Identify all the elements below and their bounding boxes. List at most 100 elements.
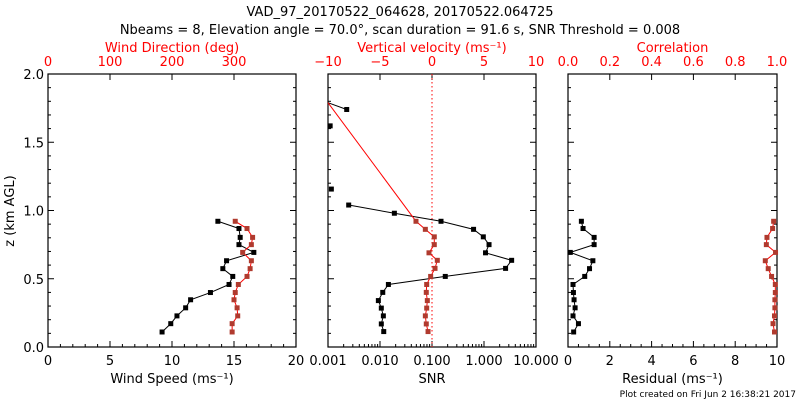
series-vertical-velocity (327, 102, 440, 335)
plot-frame (567, 73, 778, 348)
data-point (770, 226, 776, 232)
data-point (232, 218, 238, 224)
data-point (224, 258, 230, 264)
top-tick-label: 0.4 (641, 55, 662, 70)
data-point (380, 313, 386, 319)
series-wind-direction (229, 218, 256, 335)
data-point (248, 242, 254, 248)
series-wind-speed (159, 218, 257, 335)
data-point (168, 321, 174, 327)
data-point (230, 273, 236, 279)
data-point (431, 234, 437, 240)
data-point (235, 313, 241, 319)
x-tick-label: 0 (564, 354, 572, 369)
x-tick-label: 0.010 (361, 354, 398, 369)
series-correlation (762, 218, 779, 335)
data-point (378, 305, 384, 311)
data-point (244, 226, 250, 232)
top-tick-label: 10 (528, 55, 545, 70)
data-point (188, 297, 194, 303)
plot-frame (47, 73, 297, 348)
top-tick-label: 100 (98, 55, 123, 70)
data-point (765, 266, 771, 272)
data-point (571, 329, 577, 335)
data-point (764, 234, 770, 240)
data-point (226, 281, 232, 287)
top-tick-label: 0 (44, 55, 52, 70)
data-point (183, 305, 189, 311)
data-point (229, 321, 235, 327)
data-point (772, 297, 778, 303)
data-point (582, 273, 588, 279)
data-point (591, 234, 597, 240)
data-point (250, 234, 256, 240)
top-tick-label: −5 (370, 55, 389, 70)
data-point (378, 321, 384, 327)
data-point (232, 290, 238, 296)
data-point (773, 249, 779, 255)
x-tick-label: 0.001 (309, 354, 346, 369)
data-point (772, 281, 778, 287)
data-point (771, 218, 777, 224)
data-point (587, 266, 593, 272)
data-point (432, 265, 438, 271)
x-tick-label: 15 (226, 354, 243, 369)
data-point (344, 106, 350, 112)
data-point (431, 242, 437, 248)
series-line (348, 204, 513, 332)
data-point (424, 281, 430, 287)
data-point (207, 290, 213, 296)
series-residual (567, 218, 597, 335)
data-point (424, 298, 430, 304)
data-point (234, 305, 240, 311)
data-point (248, 258, 254, 264)
top-tick-label: 200 (160, 55, 185, 70)
x-axis-label: SNR (418, 372, 445, 387)
x-tick-label: 6 (689, 354, 697, 369)
data-point (174, 313, 180, 319)
chart-title-line1: VAD_97_20170522_064628, 20170522.064725 (247, 5, 554, 20)
top-tick-label: 300 (222, 55, 247, 70)
top-tick-label: 0.6 (683, 55, 704, 70)
y-axis-label: z (km AGL) (3, 175, 18, 246)
data-point (771, 329, 777, 335)
data-point (236, 226, 242, 232)
x-tick-label: 2 (606, 354, 614, 369)
data-point (428, 273, 434, 279)
chart-title-line2: Nbeams = 8, Elevation angle = 70.0°, sca… (120, 23, 680, 38)
data-point (570, 290, 576, 296)
data-point (571, 297, 577, 303)
top-tick-label: −10 (314, 55, 341, 70)
data-point (434, 257, 440, 263)
data-point (567, 249, 573, 255)
y-tick-label: 0.5 (23, 273, 44, 288)
data-point (215, 218, 221, 224)
data-point (240, 249, 246, 255)
series-line (327, 102, 347, 110)
data-point (471, 226, 477, 232)
y-tick-label: 1.5 (23, 136, 44, 151)
data-point (483, 250, 489, 256)
top-tick-label: 0 (428, 55, 436, 70)
footer-timestamp: Plot created on Fri Jun 2 16:38:21 2017 (620, 390, 796, 400)
data-point (578, 218, 584, 224)
data-point (422, 226, 428, 232)
y-tick-label: 0.0 (23, 341, 44, 356)
data-point (327, 123, 333, 129)
data-point (229, 329, 235, 335)
data-point (425, 329, 431, 335)
x-tick-label: 8 (731, 354, 739, 369)
x-axis-label: Wind Speed (ms⁻¹) (110, 372, 233, 387)
data-point (231, 297, 237, 303)
x-tick-label: 1.000 (465, 354, 502, 369)
data-point (591, 242, 597, 248)
top-axis-label: Vertical velocity (ms⁻¹) (357, 41, 506, 56)
data-point (771, 313, 777, 319)
x-tick-label: 0.100 (413, 354, 450, 369)
series-snr (327, 102, 515, 335)
data-point (769, 273, 775, 279)
data-point (762, 258, 768, 264)
top-axis-label: Wind Direction (deg) (105, 41, 239, 56)
